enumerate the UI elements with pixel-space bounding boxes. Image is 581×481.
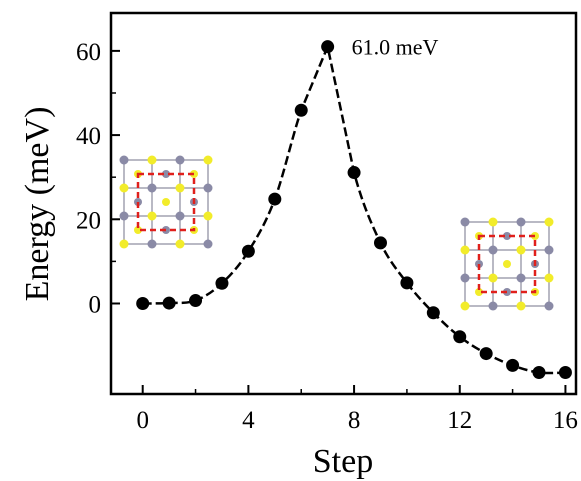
peak-annotation: 61.0 meV — [352, 35, 439, 60]
plot-frame — [109, 11, 578, 396]
lattice-atom — [488, 245, 498, 255]
data-point — [294, 103, 308, 117]
energy-curve — [142, 42, 566, 375]
lattice-atom — [162, 170, 170, 178]
data-point — [426, 306, 440, 320]
lattice-atom — [460, 273, 470, 283]
data-point — [215, 276, 229, 290]
lattice-atom — [175, 155, 185, 165]
data-point — [373, 236, 387, 250]
data-point — [506, 358, 520, 372]
y-tick-label: 20 — [76, 207, 101, 234]
x-tick-label: 12 — [447, 407, 472, 434]
data-point — [241, 244, 255, 258]
x-tick-label: 8 — [348, 407, 361, 434]
lattice-atom — [119, 183, 129, 193]
lattice-atom — [203, 183, 213, 193]
unit-cell-box — [477, 234, 537, 294]
unit-cell-box — [136, 172, 196, 232]
x-tick-label: 4 — [242, 407, 255, 434]
lattice-atom — [516, 301, 526, 311]
crystal-structure-left-inset — [119, 155, 213, 249]
data-point — [453, 330, 467, 344]
lattice-atom — [147, 239, 157, 249]
lattice-atom — [147, 183, 157, 193]
lattice-atom — [503, 260, 511, 268]
lattice-atom — [162, 198, 170, 206]
lattice-atom — [488, 301, 498, 311]
lattice-atom — [488, 273, 498, 283]
y-tick-label: 40 — [76, 123, 101, 150]
x-tick-label: 0 — [136, 407, 149, 434]
lattice-atom — [175, 211, 185, 221]
data-point — [479, 347, 493, 361]
data-point — [558, 366, 572, 380]
lattice-atom — [544, 273, 554, 283]
lattice-atom — [544, 245, 554, 255]
lattice-atom — [203, 155, 213, 165]
lattice-atom — [460, 217, 470, 227]
annotations: 61.0 meV — [352, 35, 439, 60]
lattice-atom — [203, 239, 213, 249]
lattice-atom — [460, 301, 470, 311]
lattice-atom — [147, 211, 157, 221]
y-tick-label: 0 — [89, 291, 102, 318]
y-tick-label: 60 — [76, 39, 101, 66]
data-point — [321, 40, 335, 54]
data-point — [136, 296, 150, 310]
data-point — [268, 192, 282, 206]
lattice-atom — [544, 301, 554, 311]
lattice-atom — [203, 211, 213, 221]
lattice-atom — [119, 155, 129, 165]
lattice-atom — [516, 245, 526, 255]
data-point — [532, 366, 546, 380]
lattice-atom — [460, 245, 470, 255]
lattice-atom — [134, 226, 142, 234]
lattice-atom — [544, 217, 554, 227]
x-axis-title: Step — [313, 443, 373, 480]
lattice-atom — [119, 211, 129, 221]
x-axis-ticks: 0 4 8 12 16 — [136, 385, 578, 434]
y-axis-ticks: 0 20 40 60 — [76, 39, 120, 318]
lattice-atom — [147, 155, 157, 165]
lattice-atom — [488, 217, 498, 227]
data-point — [189, 294, 203, 308]
lattice-atom — [475, 288, 483, 296]
data-point — [162, 296, 176, 310]
energy-points — [136, 40, 572, 380]
series-line — [142, 42, 566, 375]
lattice-atom — [516, 273, 526, 283]
lattice-atom — [175, 239, 185, 249]
crystal-structure-right-inset — [460, 217, 554, 311]
data-point — [347, 166, 361, 180]
x-tick-label: 16 — [553, 407, 578, 434]
lattice-atom — [119, 239, 129, 249]
lattice-atom — [516, 217, 526, 227]
lattice-atom — [503, 232, 511, 240]
data-point — [400, 276, 414, 290]
lattice-atom — [175, 183, 185, 193]
y-axis-title: Energy (meV) — [19, 107, 56, 302]
